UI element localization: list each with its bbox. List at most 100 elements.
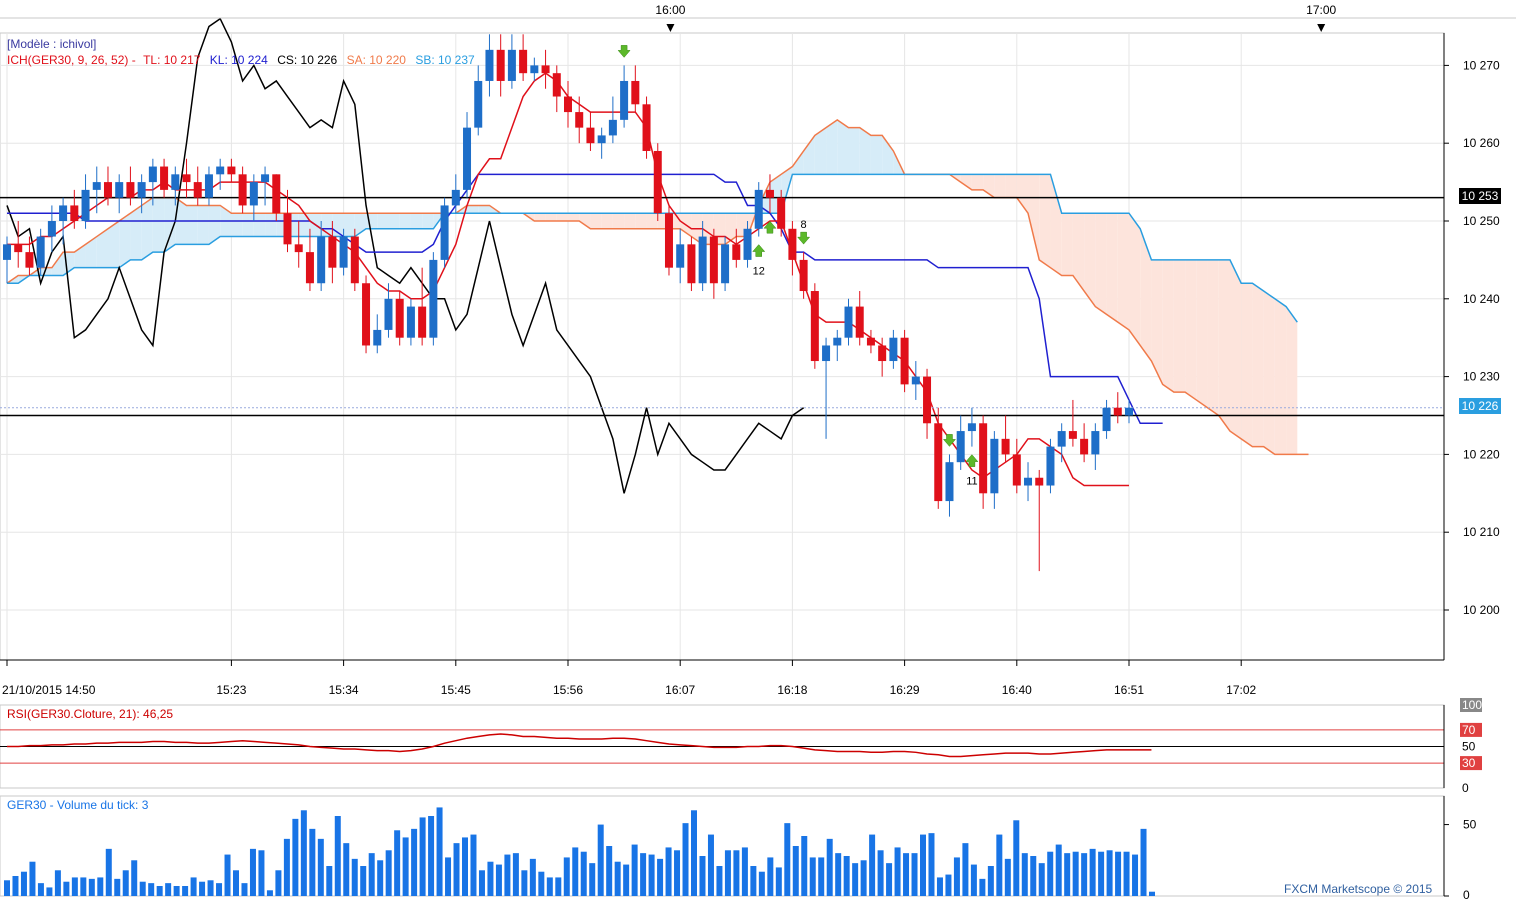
volume-bar bbox=[1030, 856, 1037, 896]
candle-body bbox=[911, 376, 920, 385]
cloud-segment bbox=[85, 236, 97, 268]
rsi-panel: 100 70 50 30 0 bbox=[0, 698, 1482, 795]
volume-bar bbox=[233, 870, 239, 896]
volume-bar bbox=[419, 817, 426, 896]
cloud-segment bbox=[601, 213, 613, 229]
candle-body bbox=[339, 236, 348, 268]
volume-bar bbox=[606, 846, 613, 896]
cloud-segment bbox=[971, 174, 984, 190]
cloud-segment bbox=[478, 205, 490, 214]
cloud-segment bbox=[422, 213, 434, 229]
cloud-segment bbox=[612, 213, 625, 229]
volume-bar bbox=[818, 857, 825, 896]
volume-bar bbox=[775, 867, 782, 896]
volume-bar bbox=[589, 863, 596, 896]
candlesticks bbox=[3, 34, 1133, 572]
volume-bar bbox=[1140, 828, 1147, 896]
volume-bar bbox=[478, 870, 485, 896]
candle-body bbox=[507, 49, 516, 81]
candle-body bbox=[878, 345, 887, 362]
volume-bar bbox=[784, 823, 791, 896]
candle-body bbox=[373, 329, 382, 346]
volume-bar bbox=[292, 818, 299, 896]
volume-bar bbox=[724, 850, 731, 896]
volume-bar bbox=[911, 853, 918, 896]
cloud-segment bbox=[579, 213, 591, 229]
volume-bar bbox=[512, 853, 519, 896]
volume-bar bbox=[122, 870, 129, 896]
candle-body bbox=[1113, 407, 1122, 416]
volume-bar bbox=[546, 877, 553, 896]
candle-body bbox=[59, 205, 68, 221]
cloud-segment bbox=[568, 213, 580, 221]
candle-body bbox=[317, 236, 326, 284]
legend: [Modèle : ichivol] ICH(GER30, 9, 26, 52)… bbox=[7, 36, 527, 68]
volume-bar bbox=[377, 860, 384, 896]
cloud-segment bbox=[1218, 259, 1230, 432]
candle-body bbox=[653, 150, 662, 214]
volume-bar bbox=[665, 847, 672, 896]
y-tick-label: 10 210 bbox=[1463, 525, 1500, 539]
cloud-segment bbox=[51, 252, 64, 276]
candle-body bbox=[833, 337, 842, 346]
cloud-segment bbox=[792, 150, 804, 175]
cloud-segment bbox=[1117, 213, 1129, 330]
x-tick-label: 16:18 bbox=[777, 683, 807, 697]
volume-bar bbox=[987, 866, 994, 896]
volume-bar bbox=[249, 848, 256, 896]
candle-body bbox=[272, 174, 281, 214]
cloud-segment bbox=[1207, 259, 1219, 416]
candle-body bbox=[137, 182, 146, 198]
volume-bar bbox=[63, 881, 70, 896]
candle-body bbox=[664, 213, 673, 268]
cloud-segment bbox=[983, 174, 995, 198]
cloud-segment bbox=[1095, 213, 1107, 315]
signal-up-arrow bbox=[752, 244, 766, 257]
volume-bar bbox=[597, 824, 604, 896]
signal-down-arrow bbox=[942, 434, 957, 447]
cloud-segment bbox=[354, 213, 367, 237]
candle-body bbox=[485, 49, 494, 81]
volume-bar bbox=[801, 836, 808, 896]
price-label-upper: 10 253 bbox=[1459, 188, 1501, 204]
candle-body bbox=[70, 205, 79, 221]
candle-body bbox=[305, 252, 314, 284]
volume-bar bbox=[462, 837, 468, 896]
cloud-segment bbox=[1106, 213, 1118, 323]
candle-body bbox=[575, 112, 584, 128]
candle-body bbox=[564, 96, 572, 113]
volume-bar bbox=[733, 850, 740, 896]
rsi-line bbox=[7, 733, 1152, 758]
cloud-segment bbox=[545, 213, 557, 221]
volume-bar bbox=[699, 856, 706, 896]
x-tick-label: 15:56 bbox=[553, 683, 583, 697]
candle-body bbox=[451, 189, 460, 206]
cloud-segment bbox=[1061, 213, 1073, 276]
candle-body bbox=[1035, 477, 1044, 486]
x-tick-label: 15:23 bbox=[216, 683, 246, 697]
candle-body bbox=[384, 298, 393, 330]
cloud-segment bbox=[1140, 228, 1152, 362]
rsi-level-label: 30 bbox=[1462, 756, 1476, 770]
volume-bar bbox=[707, 834, 714, 896]
cloud-segment bbox=[253, 213, 266, 237]
volume-bar bbox=[504, 854, 511, 896]
ich-label: ICH(GER30, 9, 26, 52) - bbox=[7, 53, 136, 67]
candle-body bbox=[171, 174, 180, 190]
volume-bar bbox=[640, 853, 647, 896]
volume-bar bbox=[1038, 863, 1045, 896]
candle-body bbox=[1125, 407, 1133, 416]
y-tick-label: 10 220 bbox=[1463, 447, 1500, 461]
candle-body bbox=[709, 236, 718, 284]
volume-bar bbox=[563, 857, 570, 896]
volume-bar bbox=[1072, 851, 1079, 896]
cloud-segment bbox=[74, 244, 86, 268]
candle-body bbox=[36, 236, 45, 268]
cloud-segment bbox=[960, 174, 972, 190]
volume-bar bbox=[657, 858, 664, 896]
cloud-segment bbox=[803, 135, 815, 175]
candle-body bbox=[328, 236, 337, 268]
cloud-segment bbox=[197, 205, 209, 245]
candle-body bbox=[1102, 407, 1111, 432]
volume-bar bbox=[809, 857, 816, 896]
